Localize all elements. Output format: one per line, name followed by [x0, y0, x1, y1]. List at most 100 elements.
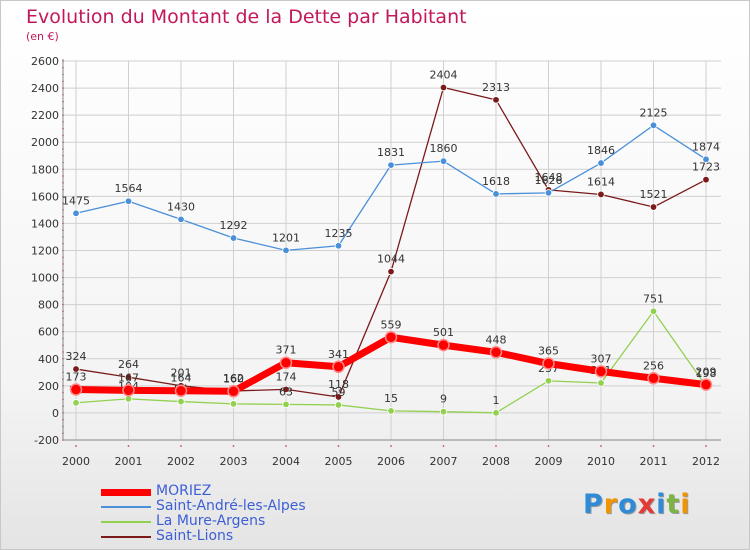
- data-label: 501: [433, 326, 454, 339]
- data-point: [72, 365, 80, 373]
- data-label: 1846: [587, 144, 615, 157]
- proxiti-logo: Proxiti: [583, 489, 691, 520]
- data-label: 1723: [692, 161, 720, 174]
- data-point: [649, 203, 658, 211]
- x-tick-label: 2006: [377, 455, 405, 468]
- data-label: 198: [696, 367, 717, 380]
- data-point: [492, 409, 500, 417]
- data-label: 324: [66, 350, 87, 363]
- data-label: 9: [440, 393, 447, 406]
- data-label: 1860: [430, 142, 458, 155]
- data-label: 365: [538, 345, 559, 358]
- data-label: 341: [328, 348, 349, 361]
- data-label: 167: [118, 371, 139, 384]
- data-label: 1648: [535, 171, 563, 184]
- legend-swatch: [101, 536, 151, 538]
- data-label: 448: [486, 333, 507, 346]
- data-label: 1044: [377, 253, 405, 266]
- data-point: [649, 121, 658, 129]
- data-label: 1614: [587, 175, 615, 188]
- x-minor-tick: [285, 445, 287, 447]
- data-label: 1564: [115, 182, 143, 195]
- x-tick-label: 2010: [587, 455, 615, 468]
- data-label: 2125: [640, 106, 668, 119]
- x-minor-tick: [600, 445, 602, 447]
- x-tick-label: 2009: [535, 455, 563, 468]
- y-tick-label: 1400: [31, 217, 59, 230]
- data-label: 59: [332, 386, 346, 399]
- data-label: 174: [276, 370, 297, 383]
- legend-label: MORIEZ: [156, 483, 212, 499]
- y-tick-label: 400: [38, 353, 59, 366]
- data-point: [649, 307, 658, 315]
- data-point: [492, 96, 500, 104]
- data-point: [229, 400, 238, 408]
- data-point: [387, 407, 395, 415]
- x-minor-tick: [232, 445, 235, 447]
- y-tick-label: -200: [34, 434, 59, 447]
- data-label: 1626: [535, 174, 563, 187]
- data-label: 160: [223, 372, 244, 385]
- data-point: [702, 176, 710, 184]
- y-tick-label: 1200: [31, 245, 59, 258]
- data-point: [439, 408, 448, 416]
- data-label: 15: [384, 392, 398, 405]
- legend-label: La Mure-Argens: [156, 513, 266, 529]
- data-point: [542, 357, 555, 370]
- data-point: [492, 190, 500, 198]
- data-label: 1475: [62, 194, 90, 207]
- series-moriez: 173 167 164 160 371 341 559 501 448 365 307 256 209: [66, 318, 717, 398]
- data-point: [439, 83, 448, 92]
- legend-label: Saint-Lions: [156, 528, 234, 544]
- data-label: 1: [493, 394, 500, 407]
- data-label: 256: [643, 359, 664, 372]
- data-point: [124, 373, 133, 381]
- y-tick-label: 2000: [31, 136, 59, 149]
- data-point: [122, 384, 135, 397]
- data-point: [177, 215, 185, 224]
- x-tick-label: 2004: [272, 455, 300, 468]
- data-point: [597, 190, 605, 199]
- data-point: [69, 383, 83, 396]
- x-minor-tick: [180, 445, 182, 447]
- data-label: 1235: [325, 227, 353, 240]
- x-tick-label: 2003: [220, 455, 248, 468]
- data-point: [702, 155, 710, 163]
- legend-swatch: [101, 506, 151, 508]
- x-minor-tick: [75, 445, 77, 447]
- y-tick-label: 1800: [31, 163, 59, 176]
- data-point: [282, 400, 290, 409]
- y-tick-label: 1000: [31, 272, 59, 285]
- y-tick-label: 1600: [31, 190, 59, 203]
- data-point: [387, 161, 395, 169]
- data-point: [699, 378, 713, 391]
- x-minor-tick: [705, 445, 707, 447]
- data-label: 1521: [640, 188, 668, 201]
- y-tick-label: 600: [38, 326, 59, 339]
- data-label: 1618: [482, 175, 510, 188]
- data-point: [647, 372, 660, 385]
- x-minor-tick: [390, 445, 392, 447]
- data-point: [597, 379, 605, 387]
- y-tick-label: 200: [38, 380, 59, 393]
- x-minor-tick: [442, 445, 445, 447]
- data-point: [282, 246, 290, 255]
- data-point: [334, 242, 343, 250]
- series-saint-lions: 324 264 201 162 174 118 1044 2404 2313 1648 1614 15…: [66, 69, 720, 401]
- data-point: [437, 338, 450, 352]
- data-point: [177, 397, 185, 406]
- data-point: [72, 209, 80, 217]
- data-point: [227, 385, 240, 398]
- data-point: [597, 159, 605, 167]
- x-tick-label: 2012: [692, 455, 720, 468]
- data-label: 162: [223, 372, 244, 385]
- series-la-mure-argens: 75104846763591591237221751198: [69, 292, 717, 417]
- data-label: 118: [328, 378, 349, 391]
- data-label: 1831: [377, 146, 405, 159]
- data-label: 751: [643, 292, 664, 305]
- x-tick-label: 2002: [167, 455, 195, 468]
- data-label: 173: [66, 371, 87, 384]
- data-label: 164: [171, 372, 192, 385]
- x-minor-tick: [652, 445, 655, 447]
